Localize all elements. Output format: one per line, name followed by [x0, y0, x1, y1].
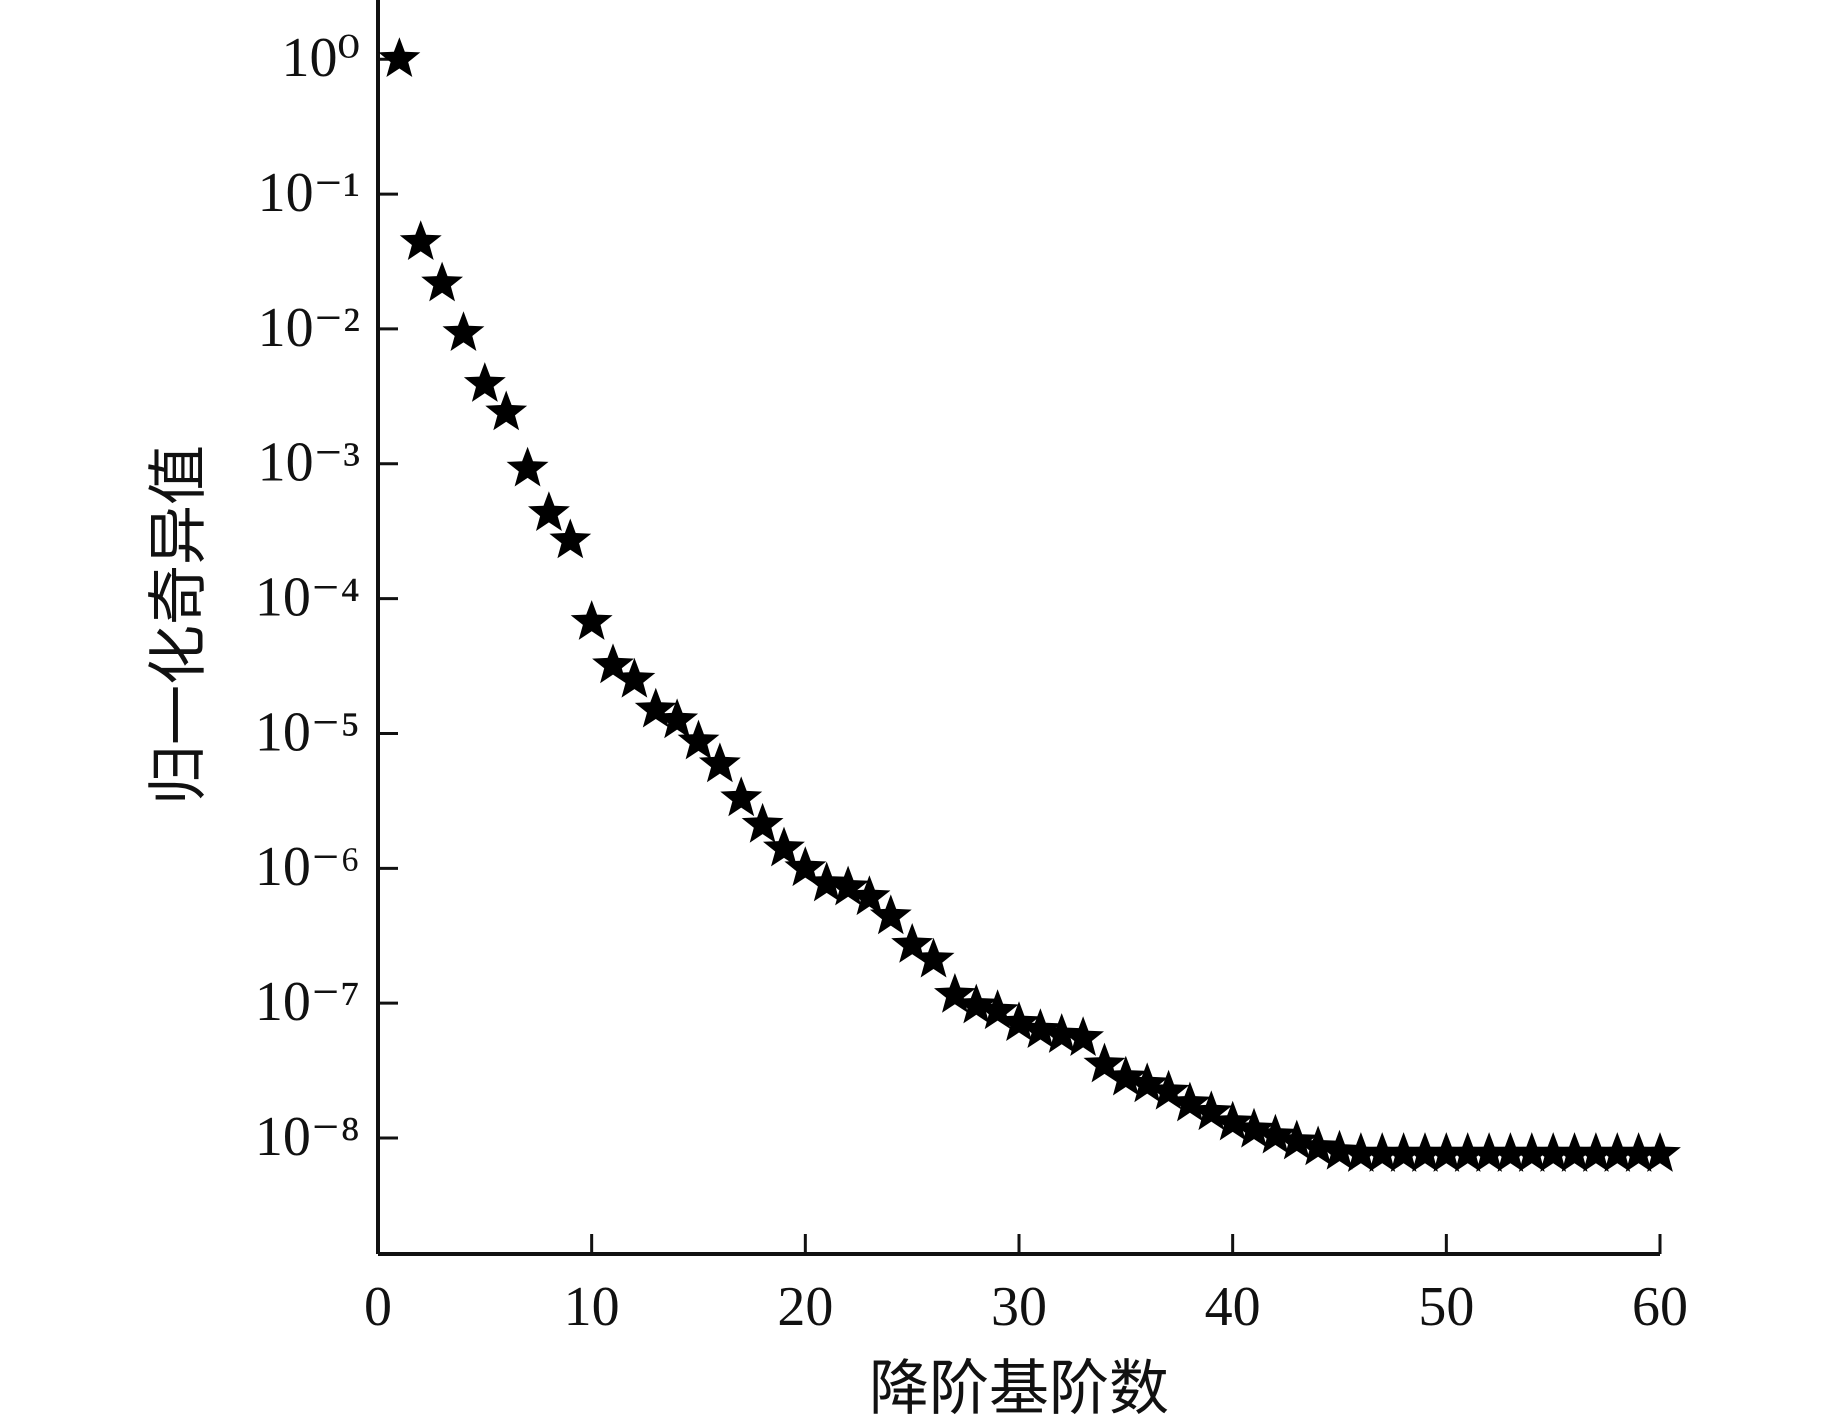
point: [592, 643, 634, 684]
point: [1211, 1100, 1254, 1141]
point: [1425, 1132, 1468, 1172]
point: [1083, 1042, 1126, 1083]
point: [1275, 1119, 1318, 1160]
point: [1510, 1132, 1553, 1172]
x-tick-label: 30: [991, 1276, 1047, 1338]
point: [463, 362, 506, 402]
point: [1553, 1132, 1596, 1172]
point: [827, 865, 869, 906]
y-tick-label: 10⁻⁵: [255, 701, 360, 763]
y-axis-label: 归一化奇异值: [146, 445, 212, 805]
y-tick-label: 10⁻²: [258, 297, 360, 359]
point: [1532, 1132, 1575, 1172]
point: [399, 220, 442, 260]
point: [1233, 1107, 1275, 1148]
point: [1147, 1069, 1190, 1110]
point: [1361, 1132, 1404, 1172]
point: [698, 742, 741, 783]
point: [1297, 1125, 1340, 1166]
point: [1062, 1016, 1104, 1056]
point: [634, 687, 677, 728]
point: [528, 491, 570, 531]
y-tick-label: 10⁻⁸: [255, 1106, 360, 1168]
point: [1617, 1132, 1660, 1172]
point: [1254, 1113, 1297, 1154]
point: [506, 446, 549, 487]
point: [1639, 1132, 1681, 1172]
point: [1446, 1132, 1489, 1172]
x-tick-label: 50: [1418, 1276, 1474, 1338]
point: [998, 1001, 1040, 1041]
point: [976, 989, 1019, 1030]
x-axis-label: 降阶基阶数: [869, 1356, 1169, 1422]
point: [442, 311, 485, 351]
point: [1169, 1081, 1211, 1122]
point: [869, 894, 912, 935]
point: [784, 846, 827, 887]
y-tick-label: 10⁰: [282, 27, 360, 89]
y-tick-label: 10⁻⁶: [255, 836, 360, 898]
point: [1404, 1132, 1446, 1172]
y-tick-label: 10⁻³: [258, 432, 360, 494]
point: [848, 875, 891, 916]
point: [934, 973, 976, 1013]
point: [1318, 1129, 1361, 1170]
point: [1382, 1132, 1425, 1172]
point: [1575, 1132, 1617, 1172]
y-tick-label: 10⁻⁷: [255, 971, 360, 1033]
point: [891, 923, 934, 963]
point: [485, 390, 528, 431]
point: [1126, 1062, 1169, 1103]
point: [656, 698, 699, 739]
point: [378, 37, 421, 77]
point: [549, 518, 592, 559]
point: [1596, 1132, 1639, 1172]
point: [1489, 1132, 1532, 1172]
point: [1040, 1013, 1083, 1053]
point: [677, 719, 720, 760]
point: [741, 802, 784, 843]
point: [912, 937, 955, 978]
x-tick-label: 10: [564, 1276, 620, 1338]
point: [1190, 1090, 1233, 1131]
y-tick-label: 10⁻¹: [258, 162, 360, 224]
point: [720, 776, 763, 817]
point: [1104, 1055, 1147, 1096]
point: [763, 826, 805, 867]
point: [805, 861, 848, 902]
x-tick-label: 40: [1205, 1276, 1261, 1338]
point: [421, 261, 463, 302]
x-tick-label: 0: [364, 1276, 392, 1338]
point: [570, 600, 613, 640]
point: [1019, 1008, 1062, 1048]
x-tick-label: 20: [777, 1276, 833, 1338]
point: [1468, 1132, 1510, 1172]
x-tick-label: 60: [1632, 1276, 1688, 1338]
point: [955, 983, 998, 1024]
y-tick-label: 10⁻⁴: [255, 566, 360, 628]
point: [613, 657, 656, 698]
point: [1339, 1132, 1382, 1172]
